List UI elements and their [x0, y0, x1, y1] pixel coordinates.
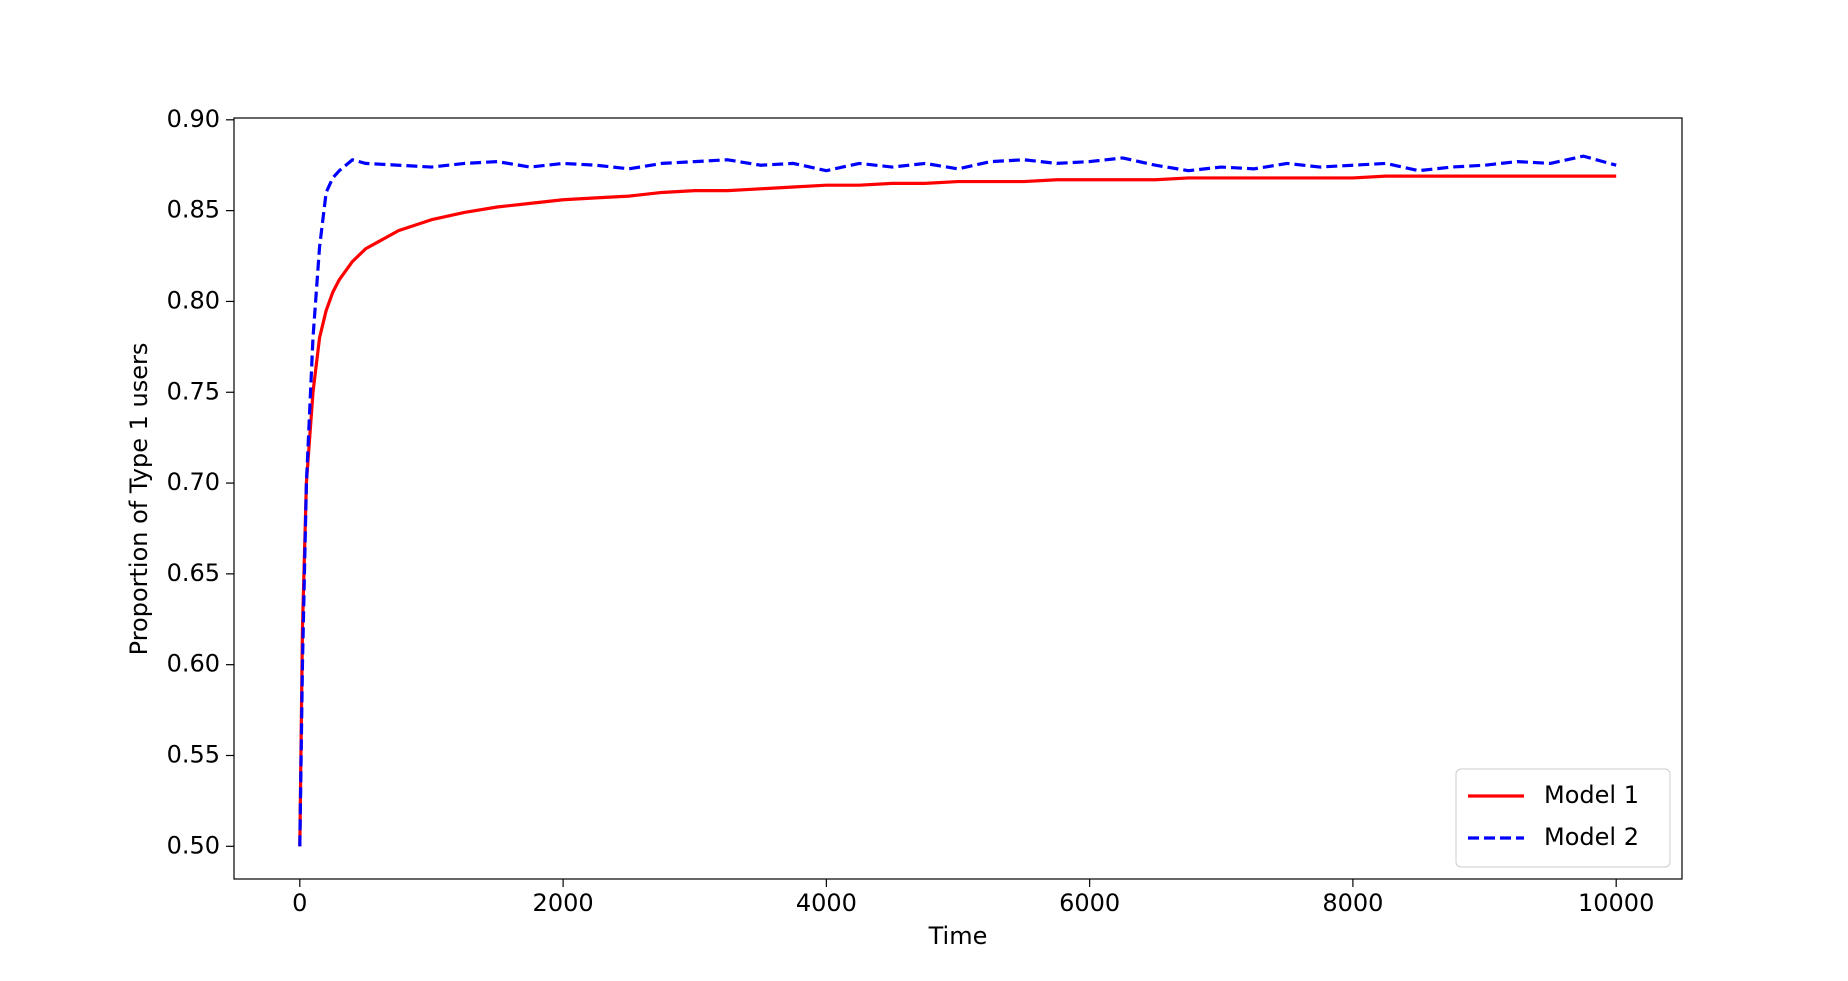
legend-box — [1455, 768, 1671, 868]
y-tick-label: 0.50 — [167, 831, 220, 859]
line — [298, 174, 1617, 847]
plot-frame — [233, 117, 1683, 880]
x-tick-label: 8000 — [1322, 889, 1383, 917]
legend-label: Model 2 — [1544, 823, 1639, 851]
x-tick-label: 0 — [292, 889, 307, 917]
x-tick-label: 4000 — [796, 889, 857, 917]
y-tick-label: 0.60 — [167, 650, 220, 678]
line — [298, 154, 1617, 847]
x-axis-label: Time — [928, 922, 988, 950]
y-tick-label: 0.75 — [167, 377, 220, 405]
legend-label: Model 1 — [1544, 781, 1639, 809]
y-tick-label: 0.65 — [167, 559, 220, 587]
y-tick-label: 0.90 — [167, 105, 220, 133]
y-tick-label: 0.80 — [167, 286, 220, 314]
x-tick-label: 2000 — [533, 889, 594, 917]
y-tick-label: 0.70 — [167, 468, 220, 496]
y-tick-label: 0.85 — [167, 196, 220, 224]
y-tick-label: 0.55 — [167, 740, 220, 768]
x-tick-label: 10000 — [1578, 889, 1654, 917]
legend: Model 1 Model 2 — [1455, 768, 1671, 868]
y-axis-label: Proportion of Type 1 users — [125, 343, 153, 656]
x-tick-label: 6000 — [1059, 889, 1120, 917]
